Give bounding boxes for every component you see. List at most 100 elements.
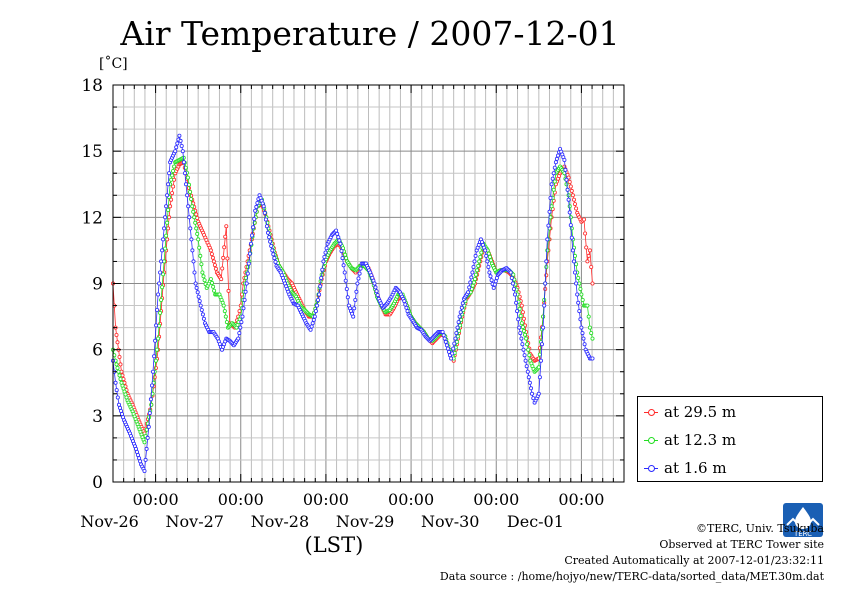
y-tick-label: 0 xyxy=(92,473,103,493)
data-point xyxy=(402,299,407,304)
data-point xyxy=(471,264,476,269)
data-point xyxy=(472,277,477,282)
data-point xyxy=(511,286,516,291)
data-point xyxy=(522,353,527,358)
data-point xyxy=(446,349,451,354)
data-point xyxy=(473,253,478,258)
data-point xyxy=(470,283,475,288)
data-point xyxy=(117,354,122,359)
data-point xyxy=(213,266,218,271)
data-point xyxy=(252,216,257,221)
data-point xyxy=(521,328,526,333)
data-point xyxy=(166,207,171,212)
data-point xyxy=(239,320,244,325)
data-point xyxy=(244,281,249,286)
data-point xyxy=(242,297,247,302)
data-point xyxy=(520,310,525,315)
data-point xyxy=(520,342,525,347)
data-point xyxy=(468,280,473,285)
data-point xyxy=(237,309,242,314)
data-point xyxy=(323,250,328,255)
data-point xyxy=(445,346,450,351)
data-point xyxy=(577,309,582,314)
y-tick-label: 15 xyxy=(81,142,103,162)
data-point xyxy=(192,270,197,275)
data-point xyxy=(510,281,515,286)
data-point xyxy=(455,325,460,330)
data-point xyxy=(189,197,194,202)
data-point xyxy=(223,314,228,319)
data-point xyxy=(118,362,123,367)
data-point xyxy=(166,182,171,187)
data-point xyxy=(583,231,588,236)
data-point xyxy=(192,215,197,220)
data-point xyxy=(375,293,380,298)
x-tick-date-label: Nov-29 xyxy=(336,512,394,531)
data-point xyxy=(405,309,410,314)
legend-label-12-3m: at 12.3 m xyxy=(664,431,737,449)
data-point xyxy=(518,313,523,318)
data-point xyxy=(210,255,215,260)
y-axis-unit-label: [˚C] xyxy=(99,56,128,72)
credit-created: Created Automatically at 2007-12-01/23:3… xyxy=(564,554,824,567)
data-point xyxy=(451,346,456,351)
data-point xyxy=(196,294,201,299)
data-point xyxy=(263,217,268,222)
data-point xyxy=(236,336,241,341)
data-point xyxy=(545,237,550,242)
data-point xyxy=(566,197,571,202)
data-point xyxy=(153,338,158,343)
data-point xyxy=(457,314,462,319)
data-point xyxy=(544,259,549,264)
data-point xyxy=(221,303,226,308)
data-point xyxy=(249,233,254,238)
data-point xyxy=(158,310,163,315)
data-point xyxy=(352,306,357,311)
data-point xyxy=(142,468,147,473)
terc-logo-icon: TERC xyxy=(783,503,823,537)
data-point xyxy=(494,275,499,280)
data-point xyxy=(373,285,378,290)
data-point xyxy=(537,375,542,380)
data-point xyxy=(484,253,489,258)
x-tick-time-label: 00:00 xyxy=(558,490,604,509)
data-point xyxy=(118,377,123,382)
data-point xyxy=(149,383,154,388)
data-point xyxy=(175,141,180,146)
data-point xyxy=(550,176,555,181)
data-point xyxy=(185,175,190,180)
data-point xyxy=(268,239,273,244)
data-point xyxy=(253,208,258,213)
data-point xyxy=(261,204,266,209)
data-point xyxy=(115,340,120,345)
data-point xyxy=(187,215,192,220)
data-point xyxy=(578,317,583,322)
data-point xyxy=(147,411,152,416)
data-point xyxy=(199,307,204,312)
data-point xyxy=(144,446,149,451)
data-point xyxy=(351,314,356,319)
data-point xyxy=(318,284,323,289)
x-tick-time-label: 00:00 xyxy=(303,490,349,509)
data-point xyxy=(523,332,528,337)
data-point xyxy=(456,328,461,333)
data-point xyxy=(145,435,150,440)
legend-swatch-12-3m xyxy=(644,435,658,445)
data-point xyxy=(590,356,595,361)
data-point xyxy=(223,234,228,239)
data-point xyxy=(519,336,524,341)
data-point xyxy=(209,280,214,285)
data-point xyxy=(172,164,177,169)
axes-layer: 0 3 6 9 12 15 18 00:00 Nov-26 00:00 Nov-27 00:00 Nov… xyxy=(80,76,625,531)
data-point xyxy=(254,204,259,209)
data-point xyxy=(585,259,590,264)
data-point xyxy=(353,297,358,302)
data-point xyxy=(181,160,186,165)
data-point xyxy=(114,362,119,367)
data-point xyxy=(224,224,229,229)
data-point xyxy=(245,271,250,276)
data-point xyxy=(526,347,531,352)
data-point xyxy=(569,188,574,193)
data-point xyxy=(563,167,568,172)
data-point xyxy=(552,165,557,170)
